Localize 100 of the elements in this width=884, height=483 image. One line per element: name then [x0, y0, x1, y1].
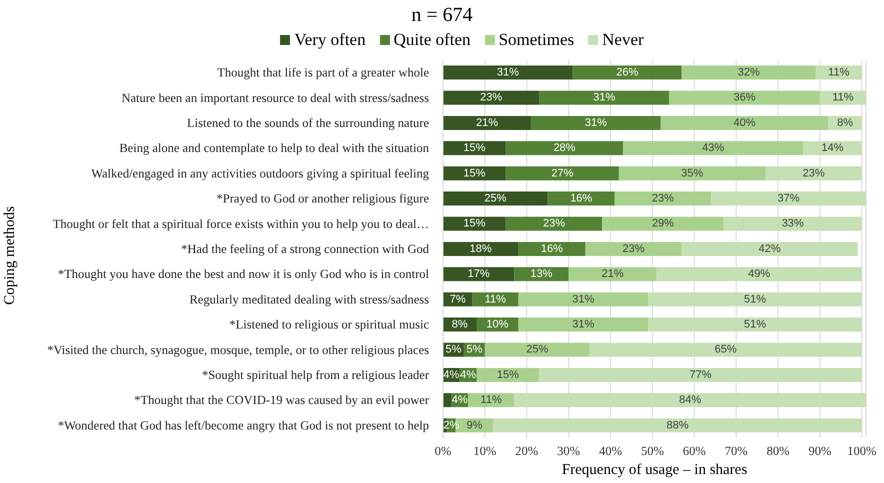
- data-label: 25%: [526, 344, 548, 356]
- y-axis-title: Coping methods: [2, 206, 18, 304]
- data-label: 11%: [828, 66, 850, 79]
- bar: [803, 141, 862, 156]
- data-label: 36%: [734, 92, 756, 104]
- bar: [660, 116, 828, 130]
- bar: [602, 216, 724, 231]
- data-label: 23%: [802, 167, 825, 180]
- bar: [506, 216, 602, 231]
- bar: [618, 166, 766, 180]
- bar: [443, 116, 531, 130]
- data-label: 8%: [837, 116, 854, 129]
- data-label: 9%: [466, 419, 483, 432]
- bar: [585, 242, 682, 256]
- data-label: 51%: [744, 318, 766, 331]
- x-tick-label: 30%: [557, 444, 580, 458]
- data-label: 15%: [463, 218, 486, 230]
- data-label: 10%: [486, 318, 509, 331]
- data-label: 5%: [446, 344, 462, 356]
- x-tick-label: 0%: [434, 444, 452, 458]
- y-tick-label: *Visited the church, synagogue, mosque, temple, or to other religious places: [47, 342, 430, 357]
- y-tick-label: Thought or felt that a spiritual force exists within you to help you to deal…: [52, 216, 429, 231]
- data-label: 15%: [496, 368, 520, 381]
- x-tick-label: 60%: [682, 444, 706, 458]
- x-tick-label: 100%: [847, 444, 876, 458]
- bar: [548, 192, 615, 206]
- data-label: 21%: [602, 268, 624, 280]
- bar: [539, 90, 670, 105]
- x-tick-label: 70%: [724, 444, 748, 458]
- legend-label: Quite often: [392, 30, 471, 50]
- data-label: 25%: [484, 192, 507, 205]
- data-label: 5%: [466, 344, 483, 356]
- bar: [506, 141, 624, 156]
- legend-label: Very often: [293, 30, 366, 50]
- data-label: 23%: [480, 92, 502, 104]
- data-label: 4%: [460, 368, 476, 381]
- y-tick-label: Nature been an important resource to deal with stress/sadness: [121, 90, 430, 105]
- data-label: 31%: [572, 318, 595, 331]
- data-label: 29%: [652, 218, 674, 230]
- data-label: 27%: [551, 167, 574, 180]
- bar: [476, 368, 540, 382]
- data-label: 11%: [480, 394, 502, 406]
- bar: [443, 192, 548, 206]
- data-label: 11%: [484, 293, 506, 306]
- data-label: 13%: [530, 268, 553, 280]
- data-label: 15%: [463, 167, 486, 180]
- data-label: 28%: [553, 142, 576, 154]
- data-label: 40%: [734, 116, 756, 129]
- data-label: 14%: [821, 142, 844, 154]
- data-label: 84%: [679, 394, 702, 406]
- data-label: 4%: [452, 394, 468, 406]
- y-tick-label: *Had the feeling of a strong connection with God: [181, 242, 430, 256]
- data-label: 7%: [450, 293, 466, 306]
- data-label: 2%: [443, 419, 460, 432]
- bar: [648, 292, 862, 306]
- x-axis-title: Frequency of usage – in shares: [560, 462, 748, 479]
- data-label: 33%: [782, 218, 804, 230]
- y-tick-label: *Prayed to God or another religious figure: [216, 192, 430, 206]
- bar: [614, 192, 712, 206]
- x-tick-label: 50%: [640, 444, 664, 458]
- bar: [443, 141, 506, 156]
- legend-label: Sometimes: [498, 30, 574, 50]
- data-label: 35%: [681, 167, 704, 180]
- data-label: 37%: [778, 192, 800, 205]
- y-tick-label: Being alone and contemplate to help to deal with the situation: [119, 141, 430, 156]
- bar: [443, 166, 506, 180]
- data-label: 31%: [496, 66, 520, 79]
- bar: [539, 368, 862, 382]
- bar: [506, 166, 619, 180]
- y-tick-label: Regularly meditated dealing with stress/sadness: [189, 292, 430, 306]
- data-label: 4%: [443, 368, 460, 381]
- bar: [669, 90, 820, 105]
- bar: [493, 418, 862, 432]
- data-label: 8%: [452, 318, 468, 331]
- y-tick-label: Listened to the sounds of the surrounding nature: [187, 116, 430, 130]
- bar: [724, 216, 862, 231]
- bar: [443, 66, 573, 80]
- data-label: 26%: [616, 66, 638, 79]
- data-label: 31%: [572, 293, 595, 306]
- bar: [518, 318, 648, 332]
- bar: [765, 166, 862, 180]
- bar: [623, 141, 804, 156]
- x-tick-label: 10%: [473, 444, 496, 458]
- y-tick-label: *Thought that the COVID-19 was caused by an evil power: [134, 393, 430, 408]
- data-label: 31%: [593, 92, 616, 104]
- data-label: 31%: [584, 116, 608, 129]
- bar: [443, 90, 540, 105]
- data-label: 15%: [463, 142, 486, 154]
- data-label: 16%: [570, 192, 592, 205]
- data-label: 65%: [714, 344, 737, 356]
- legend-label: Never: [601, 30, 644, 50]
- bar: [648, 318, 862, 332]
- y-tick-label: Thought that life is part of a greater whole: [217, 66, 430, 80]
- data-label: 32%: [738, 66, 760, 79]
- data-label: 23%: [652, 192, 674, 205]
- bar: [518, 292, 648, 306]
- y-tick-label: *Wondered that God has left/become angry that God is not present to help: [58, 418, 429, 432]
- y-tick-label: *Sought spiritual help from a religious leader: [202, 368, 430, 382]
- x-tick-label: 90%: [808, 444, 832, 458]
- bar: [484, 342, 590, 357]
